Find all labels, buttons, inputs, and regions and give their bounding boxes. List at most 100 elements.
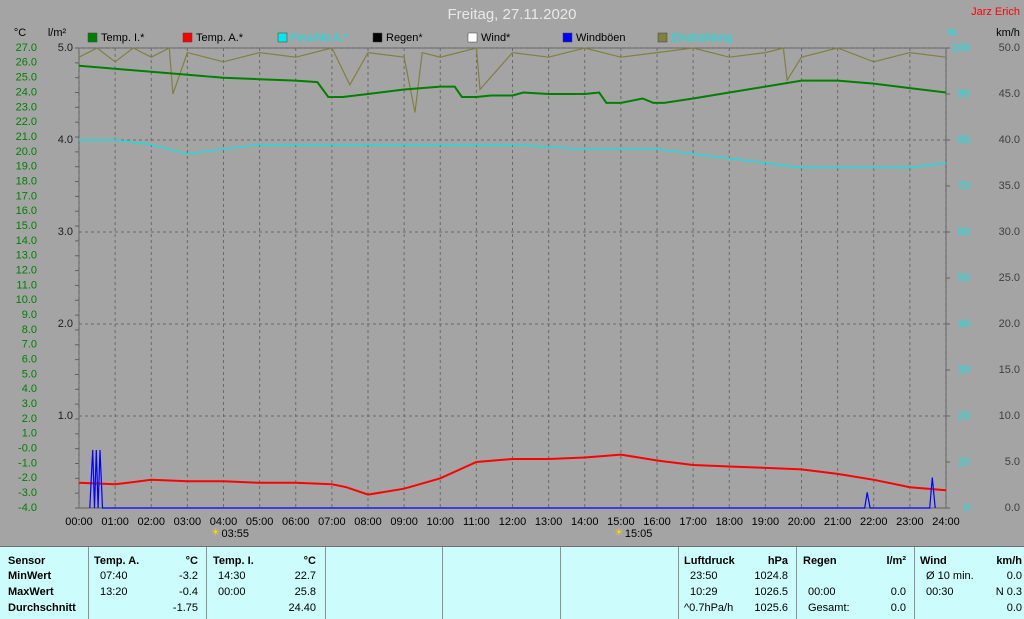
table-cell: Ø 10 min.	[926, 570, 974, 582]
y-tick-label: -1.0	[18, 457, 37, 469]
y-tick-label: 11.0	[16, 279, 37, 291]
column-divider	[206, 547, 207, 619]
y-tick-label: 14.0	[16, 235, 37, 247]
table-cell: 0.0	[890, 586, 906, 598]
chart-title: Freitag, 27.11.2020	[448, 6, 577, 23]
table-cell: hPa	[767, 555, 788, 567]
x-tick-label: 23:00	[896, 516, 924, 528]
y2-axis-unit: l/m²	[48, 27, 67, 39]
y-tick-label: 8.0	[22, 324, 37, 336]
table-cell: 14:30	[218, 570, 246, 582]
legend-label: Temp. I.*	[101, 32, 145, 44]
y-tick-label: 17.0	[16, 190, 37, 202]
y3-tick-label: 10	[958, 456, 970, 468]
legend-swatch	[657, 32, 668, 43]
y-tick-label: 22.0	[16, 116, 37, 128]
y3-tick-label: 20	[958, 410, 970, 422]
x-tick-label: 17:00	[679, 516, 707, 528]
table-cell: 24.40	[288, 602, 316, 614]
y-tick-label: 24.0	[16, 86, 37, 98]
y-tick-label: 21.0	[16, 131, 37, 143]
y4-tick-label: 35.0	[999, 180, 1020, 192]
table-cell: -3.2	[179, 570, 198, 582]
x-tick-label: 18:00	[715, 516, 743, 528]
table-cell: 1025.6	[754, 602, 788, 614]
y-tick-label: 5.0	[22, 368, 37, 380]
y2-tick-label: 5.0	[58, 42, 73, 54]
legend-swatch	[182, 32, 193, 43]
y4-tick-label: 10.0	[999, 410, 1020, 422]
table-cell: 1024.8	[754, 570, 788, 582]
table-cell: MaxWert	[8, 586, 54, 598]
series-line	[89, 449, 936, 509]
table-cell: l/m²	[886, 555, 906, 567]
x-tick-label: 07:00	[318, 516, 346, 528]
y3-axis-unit: %	[947, 27, 957, 39]
y3-tick-label: 70	[958, 180, 970, 192]
table-cell: Temp. A.	[94, 555, 140, 567]
legend-swatch	[467, 32, 478, 43]
x-tick-label: 08:00	[354, 516, 382, 528]
legend-swatch	[277, 32, 288, 43]
y4-tick-label: 45.0	[999, 88, 1020, 100]
table-cell: °C	[303, 555, 316, 567]
column-divider	[442, 547, 443, 619]
legend-swatch	[372, 32, 383, 43]
x-tick-label: 21:00	[824, 516, 852, 528]
table-cell: N 0.3	[995, 586, 1022, 598]
table-cell: ^0.7hPa/h	[684, 602, 734, 614]
annotation: 03:55	[221, 528, 249, 540]
x-tick-label: 11:00	[463, 516, 490, 528]
x-tick-label: 13:00	[535, 516, 563, 528]
table-cell: Luftdruck	[684, 555, 735, 567]
table-cell: 22.7	[294, 570, 316, 582]
x-tick-label: 06:00	[282, 516, 310, 528]
column-divider	[560, 547, 561, 619]
column-divider	[678, 547, 679, 619]
y2-tick-label: 1.0	[58, 410, 73, 422]
y-tick-label: 23.0	[16, 101, 37, 113]
annotation: 15:05	[625, 528, 653, 540]
table-cell: Temp. I.	[213, 555, 254, 567]
y2-tick-label: 2.0	[58, 318, 73, 330]
y-tick-label: 16.0	[16, 205, 37, 217]
legend-swatch	[562, 32, 573, 43]
table-cell: Sensor	[8, 555, 46, 567]
y-tick-label: -2.0	[18, 472, 37, 484]
legend-label: Feuchte A.*	[291, 32, 349, 44]
y4-tick-label: 20.0	[999, 318, 1020, 330]
x-tick-label: 09:00	[390, 516, 418, 528]
y3-tick-label: 100	[952, 42, 970, 54]
y-tick-label: 4.0	[22, 383, 37, 395]
y2-tick-label: 4.0	[58, 134, 73, 146]
credit: Jarz Erich	[971, 6, 1020, 18]
table-cell: 0.0	[1006, 570, 1022, 582]
legend-label: Wind*	[481, 32, 511, 44]
legend-swatch	[87, 32, 98, 43]
y4-tick-label: 50.0	[999, 42, 1020, 54]
y3-tick-label: 60	[958, 226, 970, 238]
legend-label: Windböen	[576, 32, 626, 44]
y-tick-label: 25.0	[16, 72, 37, 84]
x-tick-label: 04:00	[210, 516, 238, 528]
table-cell: 00:00	[218, 586, 246, 598]
chart: Freitag, 27.11.2020 Jarz Erich °C l/m² %…	[14, 6, 1020, 540]
y-tick-label: -0.0	[18, 443, 37, 455]
y-tick-label: 12.0	[16, 264, 37, 276]
y-tick-label: 10.0	[16, 294, 37, 306]
table-cell: Durchschnitt	[8, 602, 76, 614]
y4-tick-label: 15.0	[999, 364, 1020, 376]
y-tick-label: 13.0	[16, 250, 37, 262]
series-line	[78, 47, 947, 113]
series-line	[78, 64, 947, 104]
column-divider	[914, 547, 915, 619]
y4-tick-label: 25.0	[999, 272, 1020, 284]
table-cell: MinWert	[8, 570, 52, 582]
table-cell: 07:40	[100, 570, 128, 582]
y4-axis-unit: km/h	[996, 27, 1020, 39]
y-tick-label: 27.0	[16, 42, 37, 54]
y-tick-label: 19.0	[16, 161, 37, 173]
y3-tick-label: 0	[964, 502, 970, 514]
table-cell: 13:20	[100, 586, 128, 598]
